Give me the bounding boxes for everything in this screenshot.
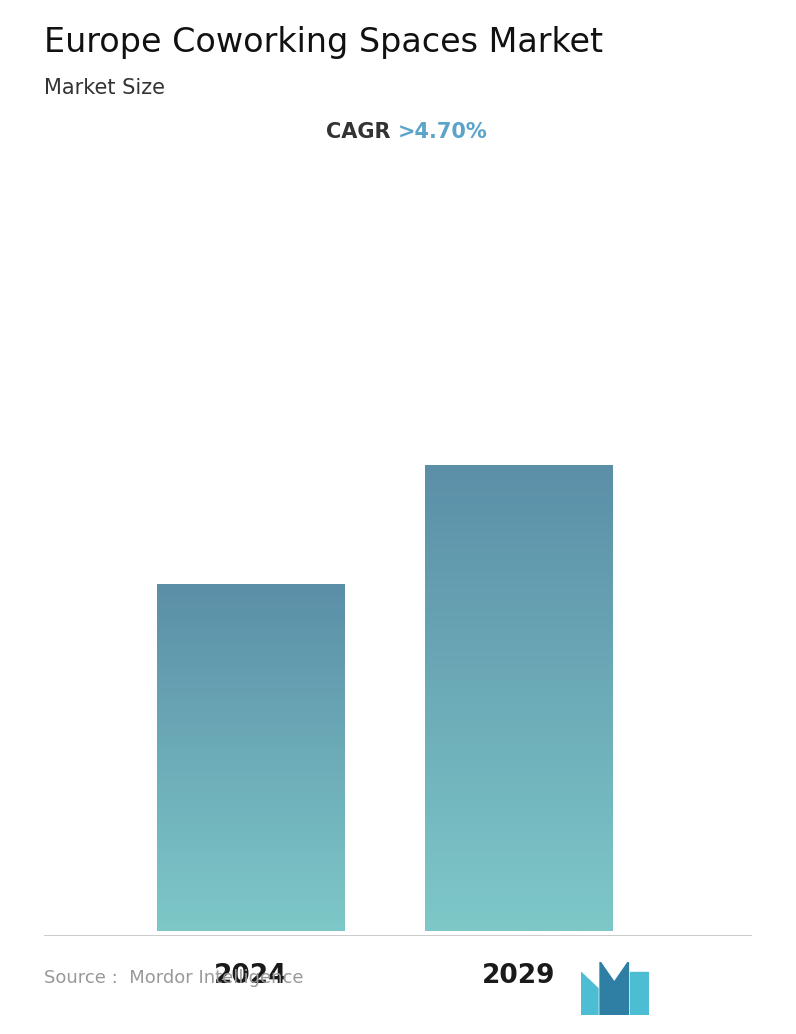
Polygon shape (630, 972, 649, 1015)
Text: 2029: 2029 (482, 964, 555, 990)
Text: >4.70%: >4.70% (398, 122, 488, 142)
Polygon shape (614, 962, 629, 1015)
Text: Market Size: Market Size (44, 78, 165, 97)
Text: Source :  Mordor Intelligence: Source : Mordor Intelligence (44, 970, 303, 987)
Polygon shape (581, 972, 598, 1015)
Text: 2024: 2024 (214, 964, 287, 990)
Text: CAGR: CAGR (326, 122, 398, 142)
Polygon shape (600, 962, 615, 1015)
Text: Europe Coworking Spaces Market: Europe Coworking Spaces Market (44, 26, 603, 59)
